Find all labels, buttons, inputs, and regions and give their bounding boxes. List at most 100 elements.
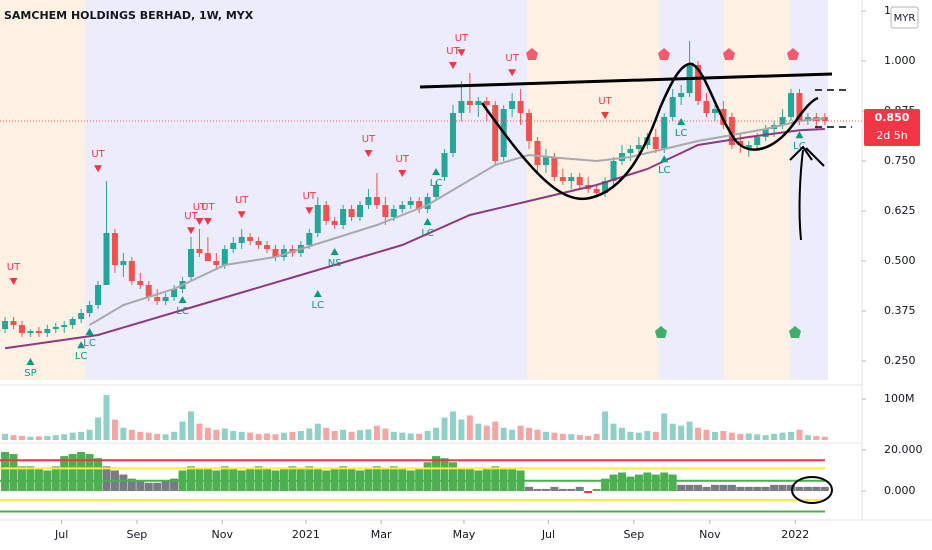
volume-bar — [627, 431, 634, 440]
candle-body — [221, 249, 228, 265]
osc-bar — [694, 484, 703, 491]
handle-curve — [658, 62, 819, 151]
osc-bar — [127, 478, 136, 491]
candle-body — [348, 209, 355, 217]
osc-bar — [710, 484, 719, 491]
candle-body — [509, 101, 516, 109]
osc-bar — [803, 486, 812, 491]
signal-marker — [398, 170, 407, 177]
volume-bar — [137, 431, 144, 440]
volume-bar — [331, 431, 338, 440]
osc-bar — [229, 468, 238, 491]
osc-bar — [727, 484, 736, 491]
osc-bar — [626, 476, 635, 491]
candle-body — [416, 201, 423, 209]
volume-bar — [10, 435, 17, 440]
neckline — [419, 72, 833, 89]
candle-body — [779, 117, 786, 125]
volume-bar — [373, 425, 380, 440]
osc-bar — [440, 458, 449, 491]
osc-bar — [584, 490, 593, 494]
osc-bar — [364, 468, 373, 491]
volume-bar — [483, 425, 490, 440]
osc-bar — [246, 468, 255, 491]
volume-bar — [745, 433, 752, 440]
pentagon — [658, 48, 670, 60]
osc-bar — [609, 474, 618, 491]
volume-bar — [618, 427, 625, 440]
volume-bar — [86, 429, 93, 440]
volume-bar — [289, 431, 296, 440]
y-tick-label: 1. — [884, 4, 895, 17]
osc-bar — [77, 451, 86, 491]
volume-bar — [382, 428, 389, 440]
signal-marker — [85, 328, 94, 335]
volume-bar — [449, 411, 456, 440]
band — [85, 0, 527, 380]
volume-bar — [576, 435, 583, 440]
osc-bar — [643, 472, 652, 491]
signal-label: UT — [362, 134, 376, 145]
moving-average — [89, 117, 825, 326]
candle-body — [728, 117, 735, 145]
volume-bar — [179, 421, 186, 440]
osc-bar — [787, 484, 796, 491]
arrow — [798, 149, 804, 241]
volume-bar — [255, 433, 262, 440]
x-tick-label: Jul — [541, 528, 555, 541]
volume-bar — [120, 427, 127, 440]
candle-body — [466, 101, 473, 105]
osc-bar — [567, 488, 576, 491]
volume-bar — [678, 425, 685, 440]
volume-bar — [526, 427, 533, 440]
osc-bar — [744, 486, 753, 491]
volume-bar — [652, 431, 659, 440]
osc-bar — [736, 486, 745, 491]
volume-bar — [171, 431, 178, 440]
candle-body — [137, 281, 144, 285]
osc-bar — [499, 468, 508, 491]
volume-bar — [390, 431, 397, 440]
x-tick-label: 2022 — [781, 528, 809, 541]
candle-body — [754, 137, 761, 145]
signal-marker — [94, 165, 103, 173]
candle-body — [635, 145, 642, 149]
volume-bar — [416, 433, 423, 440]
signal-label: UT — [505, 53, 519, 64]
candle-body — [230, 243, 237, 249]
osc-bar — [660, 472, 669, 491]
candle-body — [280, 249, 287, 257]
volume-bar — [264, 433, 271, 440]
volume-bar — [204, 427, 211, 440]
signal-label: LC — [675, 128, 688, 139]
volume-bar — [804, 435, 811, 440]
osc-bar — [432, 456, 441, 491]
cup-curve — [480, 102, 662, 201]
x-tick-label: Nov — [699, 528, 721, 541]
osc-bar — [719, 484, 728, 491]
candle-body — [213, 261, 220, 265]
volume-bar — [458, 419, 465, 440]
osc-bar — [389, 466, 398, 491]
volume-bar — [61, 434, 68, 440]
candle-body — [365, 197, 372, 205]
volume-bar — [230, 431, 237, 440]
signal-label: UT — [396, 154, 410, 165]
candle-body — [111, 233, 118, 265]
osc-bar — [677, 484, 686, 491]
osc-bar — [85, 454, 94, 491]
candle-body — [145, 285, 152, 297]
candle-body — [95, 285, 102, 305]
candle-body — [407, 201, 414, 205]
osc-bar — [347, 468, 356, 491]
osc-bar — [617, 472, 626, 491]
candle-body — [703, 101, 710, 113]
volume-bar — [221, 428, 228, 440]
y-tick-label: 1.000 — [884, 54, 916, 67]
band — [724, 0, 790, 380]
candle-body — [52, 327, 59, 329]
candle-body — [18, 325, 25, 333]
osc-bar — [186, 466, 195, 491]
candle-body — [669, 97, 676, 117]
